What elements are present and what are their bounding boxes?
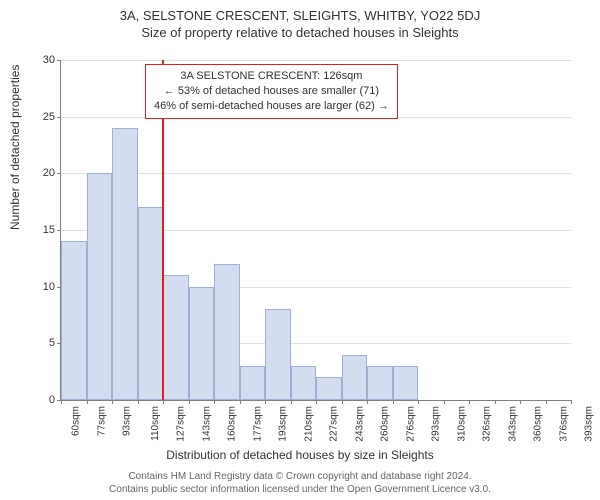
y-tick-label: 0 xyxy=(49,394,55,406)
histogram-bar xyxy=(342,355,368,400)
annotation-line3: 46% of semi-detached houses are larger (… xyxy=(154,99,389,114)
x-tick-label: 77sqm xyxy=(96,406,107,436)
x-tick-mark xyxy=(87,400,88,404)
x-tick-mark xyxy=(393,400,394,404)
x-tick-mark xyxy=(61,400,62,404)
annotation-box: 3A SELSTONE CRESCENT: 126sqm ← 53% of de… xyxy=(145,64,398,119)
grid-line xyxy=(61,60,571,61)
histogram-bar xyxy=(291,366,317,400)
x-tick-mark xyxy=(138,400,139,404)
histogram-bar xyxy=(163,275,189,400)
x-tick-label: 243sqm xyxy=(354,406,365,442)
x-tick-mark xyxy=(520,400,521,404)
chart-title-main: 3A, SELSTONE CRESCENT, SLEIGHTS, WHITBY,… xyxy=(0,0,600,23)
x-tick-mark xyxy=(291,400,292,404)
histogram-bar xyxy=(367,366,393,400)
histogram-bar xyxy=(138,207,164,400)
x-tick-label: 293sqm xyxy=(430,406,441,442)
histogram-bar xyxy=(189,287,215,400)
histogram-bar xyxy=(393,366,419,400)
plot-area: 3A SELSTONE CRESCENT: 126sqm ← 53% of de… xyxy=(60,60,571,401)
x-tick-mark xyxy=(546,400,547,404)
y-tick-label: 20 xyxy=(43,167,55,179)
x-tick-mark xyxy=(342,400,343,404)
y-tick-label: 30 xyxy=(43,54,55,66)
x-tick-mark xyxy=(444,400,445,404)
y-tick-label: 10 xyxy=(43,281,55,293)
x-tick-label: 376sqm xyxy=(558,406,569,442)
x-tick-label: 326sqm xyxy=(481,406,492,442)
x-tick-mark xyxy=(240,400,241,404)
x-tick-label: 360sqm xyxy=(532,406,543,442)
x-tick-label: 343sqm xyxy=(507,406,518,442)
grid-line xyxy=(61,173,571,174)
x-tick-label: 310sqm xyxy=(456,406,467,442)
x-tick-mark xyxy=(469,400,470,404)
x-tick-label: 177sqm xyxy=(252,406,263,442)
annotation-line2: ← 53% of detached houses are smaller (71… xyxy=(154,84,389,99)
x-tick-mark xyxy=(495,400,496,404)
x-tick-label: 227sqm xyxy=(328,406,339,442)
x-tick-label: 393sqm xyxy=(583,406,594,442)
histogram-bar xyxy=(214,264,240,400)
chart-title-sub: Size of property relative to detached ho… xyxy=(0,23,600,40)
x-tick-label: 276sqm xyxy=(405,406,416,442)
histogram-bar xyxy=(265,309,291,400)
y-axis-label: Number of detached properties xyxy=(8,65,22,230)
annotation-line1: 3A SELSTONE CRESCENT: 126sqm xyxy=(154,69,389,84)
histogram-bar xyxy=(112,128,138,400)
histogram-bar xyxy=(240,366,266,400)
x-tick-mark xyxy=(418,400,419,404)
y-tick-label: 25 xyxy=(43,111,55,123)
x-tick-mark xyxy=(571,400,572,404)
x-tick-label: 110sqm xyxy=(149,406,160,441)
x-tick-label: 260sqm xyxy=(379,406,390,442)
attribution-line1: Contains HM Land Registry data © Crown c… xyxy=(0,470,600,483)
x-tick-label: 60sqm xyxy=(71,406,82,436)
x-tick-label: 143sqm xyxy=(201,406,212,442)
x-tick-mark xyxy=(214,400,215,404)
x-tick-mark xyxy=(112,400,113,404)
y-tick-label: 15 xyxy=(43,224,55,236)
y-tick-label: 5 xyxy=(49,337,55,349)
x-axis-label: Distribution of detached houses by size … xyxy=(0,448,600,462)
x-tick-label: 210sqm xyxy=(303,406,314,442)
histogram-bar xyxy=(87,173,113,400)
x-tick-label: 160sqm xyxy=(226,406,237,442)
x-tick-mark xyxy=(316,400,317,404)
x-tick-mark xyxy=(163,400,164,404)
x-tick-label: 127sqm xyxy=(175,406,186,442)
histogram-bar xyxy=(61,241,87,400)
x-tick-mark xyxy=(367,400,368,404)
x-tick-mark xyxy=(265,400,266,404)
x-tick-label: 93sqm xyxy=(122,406,133,436)
x-tick-label: 193sqm xyxy=(277,406,288,442)
attribution-line2: Contains public sector information licen… xyxy=(0,483,600,496)
x-tick-mark xyxy=(189,400,190,404)
histogram-bar xyxy=(316,377,342,400)
chart-container: 3A, SELSTONE CRESCENT, SLEIGHTS, WHITBY,… xyxy=(0,0,600,500)
attribution: Contains HM Land Registry data © Crown c… xyxy=(0,470,600,496)
